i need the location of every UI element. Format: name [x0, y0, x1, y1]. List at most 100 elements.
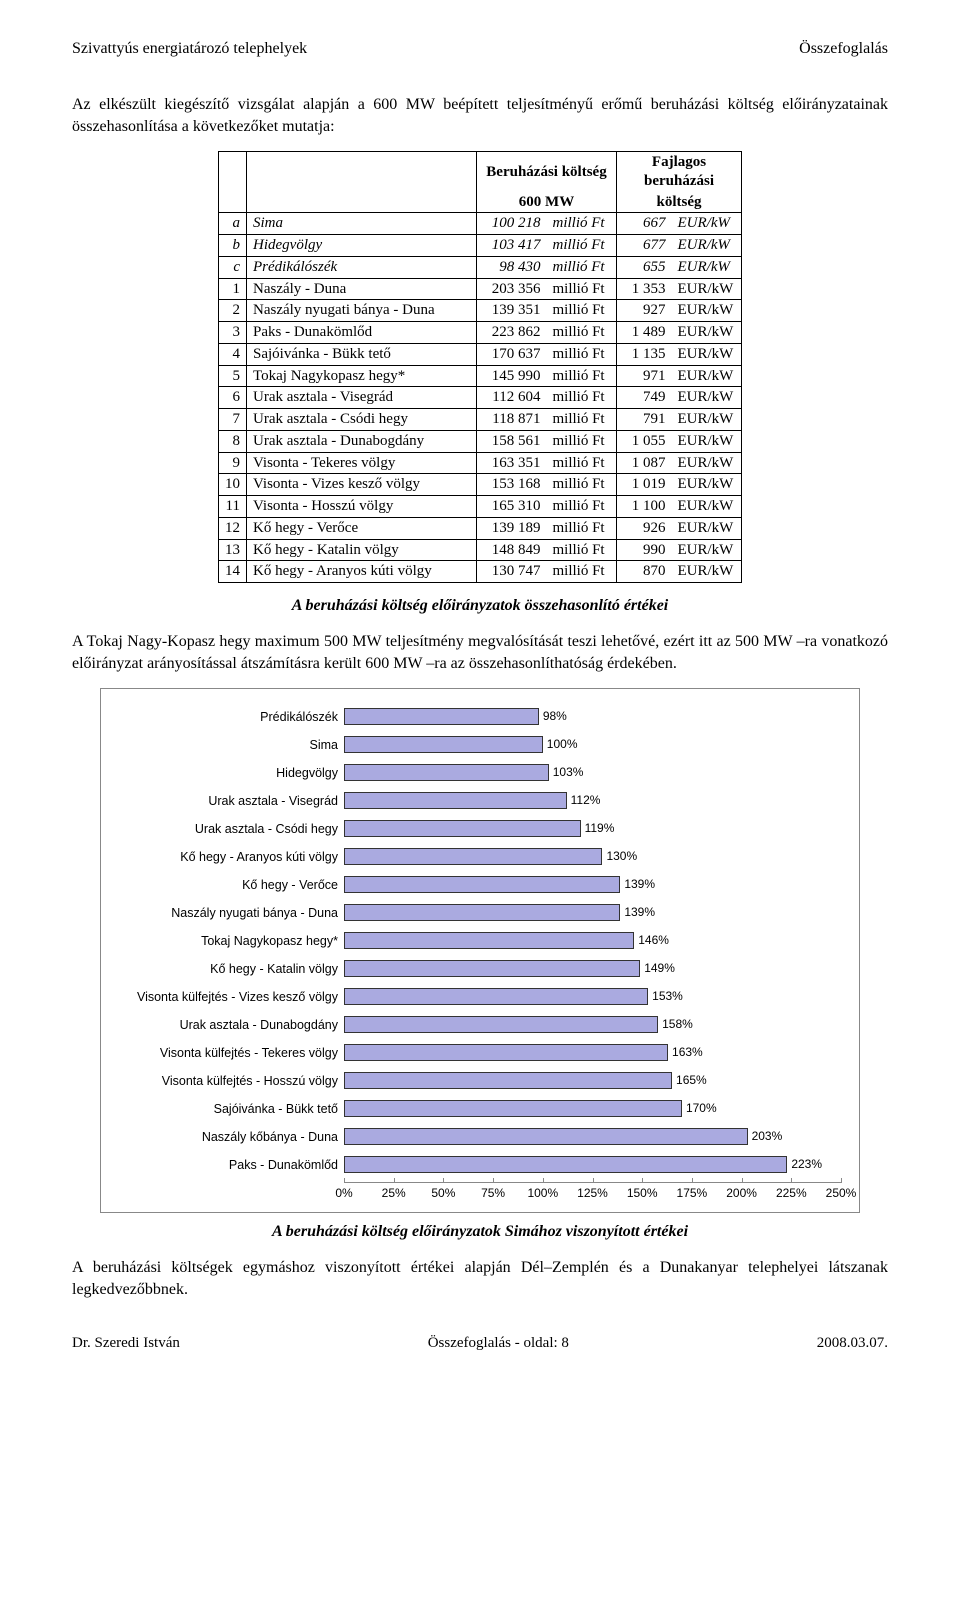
bar-track: 139%	[344, 904, 841, 921]
row-index: 6	[219, 387, 247, 409]
axis-tick	[543, 1178, 544, 1183]
axis-area: 0%25%50%75%100%125%150%175%200%225%250%	[344, 1182, 841, 1204]
table-body: aSima100 218millió Ft667EUR/kWbHidegvölg…	[219, 213, 742, 583]
row-specific-unit: EUR/kW	[672, 322, 742, 344]
row-name: Visonta - Vizes kesző völgy	[247, 474, 477, 496]
row-amount: 148 849	[477, 539, 547, 561]
chart-caption: A beruházási költség előirányzatok Simáh…	[72, 1223, 888, 1241]
row-unit: millió Ft	[547, 300, 617, 322]
bar-row: Urak asztala - Visegrád112%	[119, 789, 841, 812]
row-specific-unit: EUR/kW	[672, 365, 742, 387]
bar-fill	[344, 848, 602, 865]
row-name: Kő hegy - Verőce	[247, 517, 477, 539]
axis-label: 0%	[335, 1186, 352, 1200]
bar-row: Hidegvölgy103%	[119, 761, 841, 784]
row-unit: millió Ft	[547, 387, 617, 409]
axis-label: 225%	[776, 1186, 807, 1200]
row-index: 12	[219, 517, 247, 539]
bar-label: Visonta külfejtés - Tekeres völgy	[119, 1046, 344, 1060]
row-specific: 655	[617, 256, 672, 278]
axis-tick	[443, 1178, 444, 1183]
bar-track: 112%	[344, 792, 841, 809]
row-amount: 153 168	[477, 474, 547, 496]
table-row: aSima100 218millió Ft667EUR/kW	[219, 213, 742, 235]
intro-paragraph: Az elkészült kiegészítő vizsgálat alapjá…	[72, 94, 888, 137]
row-specific-unit: EUR/kW	[672, 430, 742, 452]
row-amount: 145 990	[477, 365, 547, 387]
row-unit: millió Ft	[547, 517, 617, 539]
row-index: 9	[219, 452, 247, 474]
axis-spacer	[119, 1182, 344, 1204]
bar-fill	[344, 792, 567, 809]
axis-tick	[692, 1178, 693, 1183]
bar-value: 100%	[543, 736, 578, 753]
row-name: Kő hegy - Katalin völgy	[247, 539, 477, 561]
row-index: 4	[219, 343, 247, 365]
paragraph-1: A Tokaj Nagy-Kopasz hegy maximum 500 MW …	[72, 631, 888, 674]
bar-value: 158%	[658, 1016, 693, 1033]
row-specific-unit: EUR/kW	[672, 300, 742, 322]
bar-track: 98%	[344, 708, 841, 725]
bar-fill	[344, 1128, 748, 1145]
row-specific: 1 055	[617, 430, 672, 452]
row-unit: millió Ft	[547, 322, 617, 344]
axis-tick	[394, 1178, 395, 1183]
bar-fill	[344, 736, 543, 753]
row-name: Kő hegy - Aranyos kúti völgy	[247, 561, 477, 583]
row-specific-unit: EUR/kW	[672, 278, 742, 300]
row-specific-unit: EUR/kW	[672, 539, 742, 561]
bar-fill	[344, 708, 539, 725]
th-specific: Fajlagos beruházási	[617, 152, 742, 192]
axis-label: 25%	[382, 1186, 406, 1200]
table-row: bHidegvölgy103 417millió Ft677EUR/kW	[219, 235, 742, 257]
bar-track: 203%	[344, 1128, 841, 1145]
bar-track: 149%	[344, 960, 841, 977]
row-specific-unit: EUR/kW	[672, 256, 742, 278]
bar-value: 112%	[567, 792, 601, 809]
row-name: Sima	[247, 213, 477, 235]
row-unit: millió Ft	[547, 496, 617, 518]
bar-fill	[344, 1044, 668, 1061]
bar-row: Urak asztala - Dunabogdány158%	[119, 1013, 841, 1036]
table-row: 14Kő hegy - Aranyos kúti völgy130 747mil…	[219, 561, 742, 583]
row-unit: millió Ft	[547, 430, 617, 452]
row-unit: millió Ft	[547, 343, 617, 365]
bar-row: Naszály nyugati bánya - Duna139%	[119, 901, 841, 924]
chart-bars-area: Prédikálószék98%Sima 100% Hidegvölgy103% Ur…	[119, 705, 841, 1176]
bar-label: Visonta külfejtés - Hosszú völgy	[119, 1074, 344, 1088]
row-amount: 165 310	[477, 496, 547, 518]
row-specific: 1 100	[617, 496, 672, 518]
row-index: b	[219, 235, 247, 257]
bar-fill	[344, 1072, 672, 1089]
axis-label: 75%	[481, 1186, 505, 1200]
axis-tick	[593, 1178, 594, 1183]
row-specific-unit: EUR/kW	[672, 452, 742, 474]
bar-track: 103%	[344, 764, 841, 781]
bar-value: 153%	[648, 988, 683, 1005]
bar-label: Kő hegy - Verőce	[119, 878, 344, 892]
axis-label: 200%	[726, 1186, 757, 1200]
row-specific: 677	[617, 235, 672, 257]
bar-fill	[344, 764, 549, 781]
row-specific: 1 135	[617, 343, 672, 365]
bar-value: 165%	[672, 1072, 707, 1089]
table-row: 3Paks - Dunakömlőd223 862millió Ft1 489E…	[219, 322, 742, 344]
header-left: Szivattyús energiatározó telephelyek	[72, 40, 307, 58]
row-specific: 667	[617, 213, 672, 235]
row-name: Sajóivánka - Bükk tető	[247, 343, 477, 365]
th-blank	[219, 152, 247, 213]
axis-tick	[344, 1178, 345, 1183]
row-specific: 1 353	[617, 278, 672, 300]
bar-label: Prédikálószék	[119, 710, 344, 724]
bar-label: Sima	[119, 738, 344, 752]
row-index: 14	[219, 561, 247, 583]
page-footer: Dr. Szeredi István Összefoglalás - oldal…	[72, 1335, 888, 1352]
table-row: 5Tokaj Nagykopasz hegy*145 990millió Ft9…	[219, 365, 742, 387]
row-index: 10	[219, 474, 247, 496]
axis-label: 100%	[527, 1186, 558, 1200]
row-unit: millió Ft	[547, 278, 617, 300]
row-unit: millió Ft	[547, 474, 617, 496]
row-amount: 163 351	[477, 452, 547, 474]
bar-label: Tokaj Nagykopasz hegy*	[119, 934, 344, 948]
table-row: 6Urak asztala - Visegrád112 604millió Ft…	[219, 387, 742, 409]
